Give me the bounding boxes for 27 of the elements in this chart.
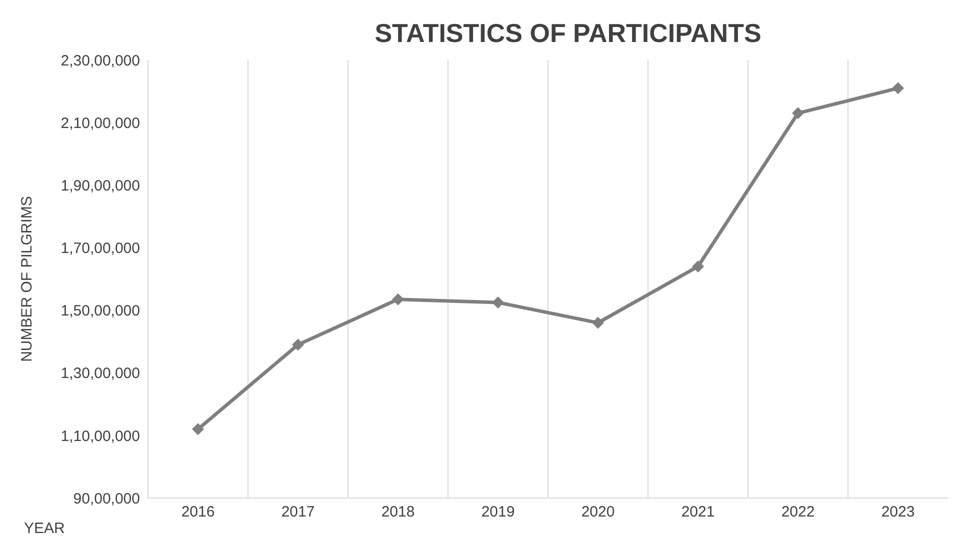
y-tick-label: 1,10,00,000 (60, 428, 140, 445)
point (892, 82, 904, 94)
y-tick-label: 1,30,00,000 (60, 365, 140, 382)
x-tick-label: 2018 (381, 504, 415, 521)
y-tick-label: 2,10,00,000 (60, 114, 140, 132)
x-tick-label: 2023 (881, 504, 915, 521)
point (392, 293, 404, 306)
y-tick-label: 2,30,00,000 (60, 52, 140, 70)
point (692, 260, 704, 272)
y-tick-label: 1,50,00,000 (60, 302, 140, 320)
x-tick-label: 2017 (281, 504, 315, 521)
y-axis-title: NUMBER OF PILGRIMS (18, 196, 36, 362)
point (292, 338, 304, 351)
x-tick-label: 2021 (681, 504, 715, 521)
x-tick-label: 2022 (781, 504, 815, 521)
chart-title: STATISTICS OF PARTICIPANTS (374, 18, 762, 48)
point (192, 423, 204, 436)
x-tick-label: 2019 (481, 504, 515, 521)
x-tick-label: 2020 (581, 504, 615, 521)
y-tick-label: 90,00,000 (73, 490, 140, 508)
point (492, 296, 504, 308)
x-axis-title: YEAR (24, 520, 65, 537)
y-tick-label: 1,90,00,000 (60, 177, 140, 194)
y-tick-label: 1,70,00,000 (60, 240, 140, 258)
x-tick-label: 2016 (181, 504, 215, 521)
point (592, 316, 604, 329)
point (792, 107, 804, 120)
